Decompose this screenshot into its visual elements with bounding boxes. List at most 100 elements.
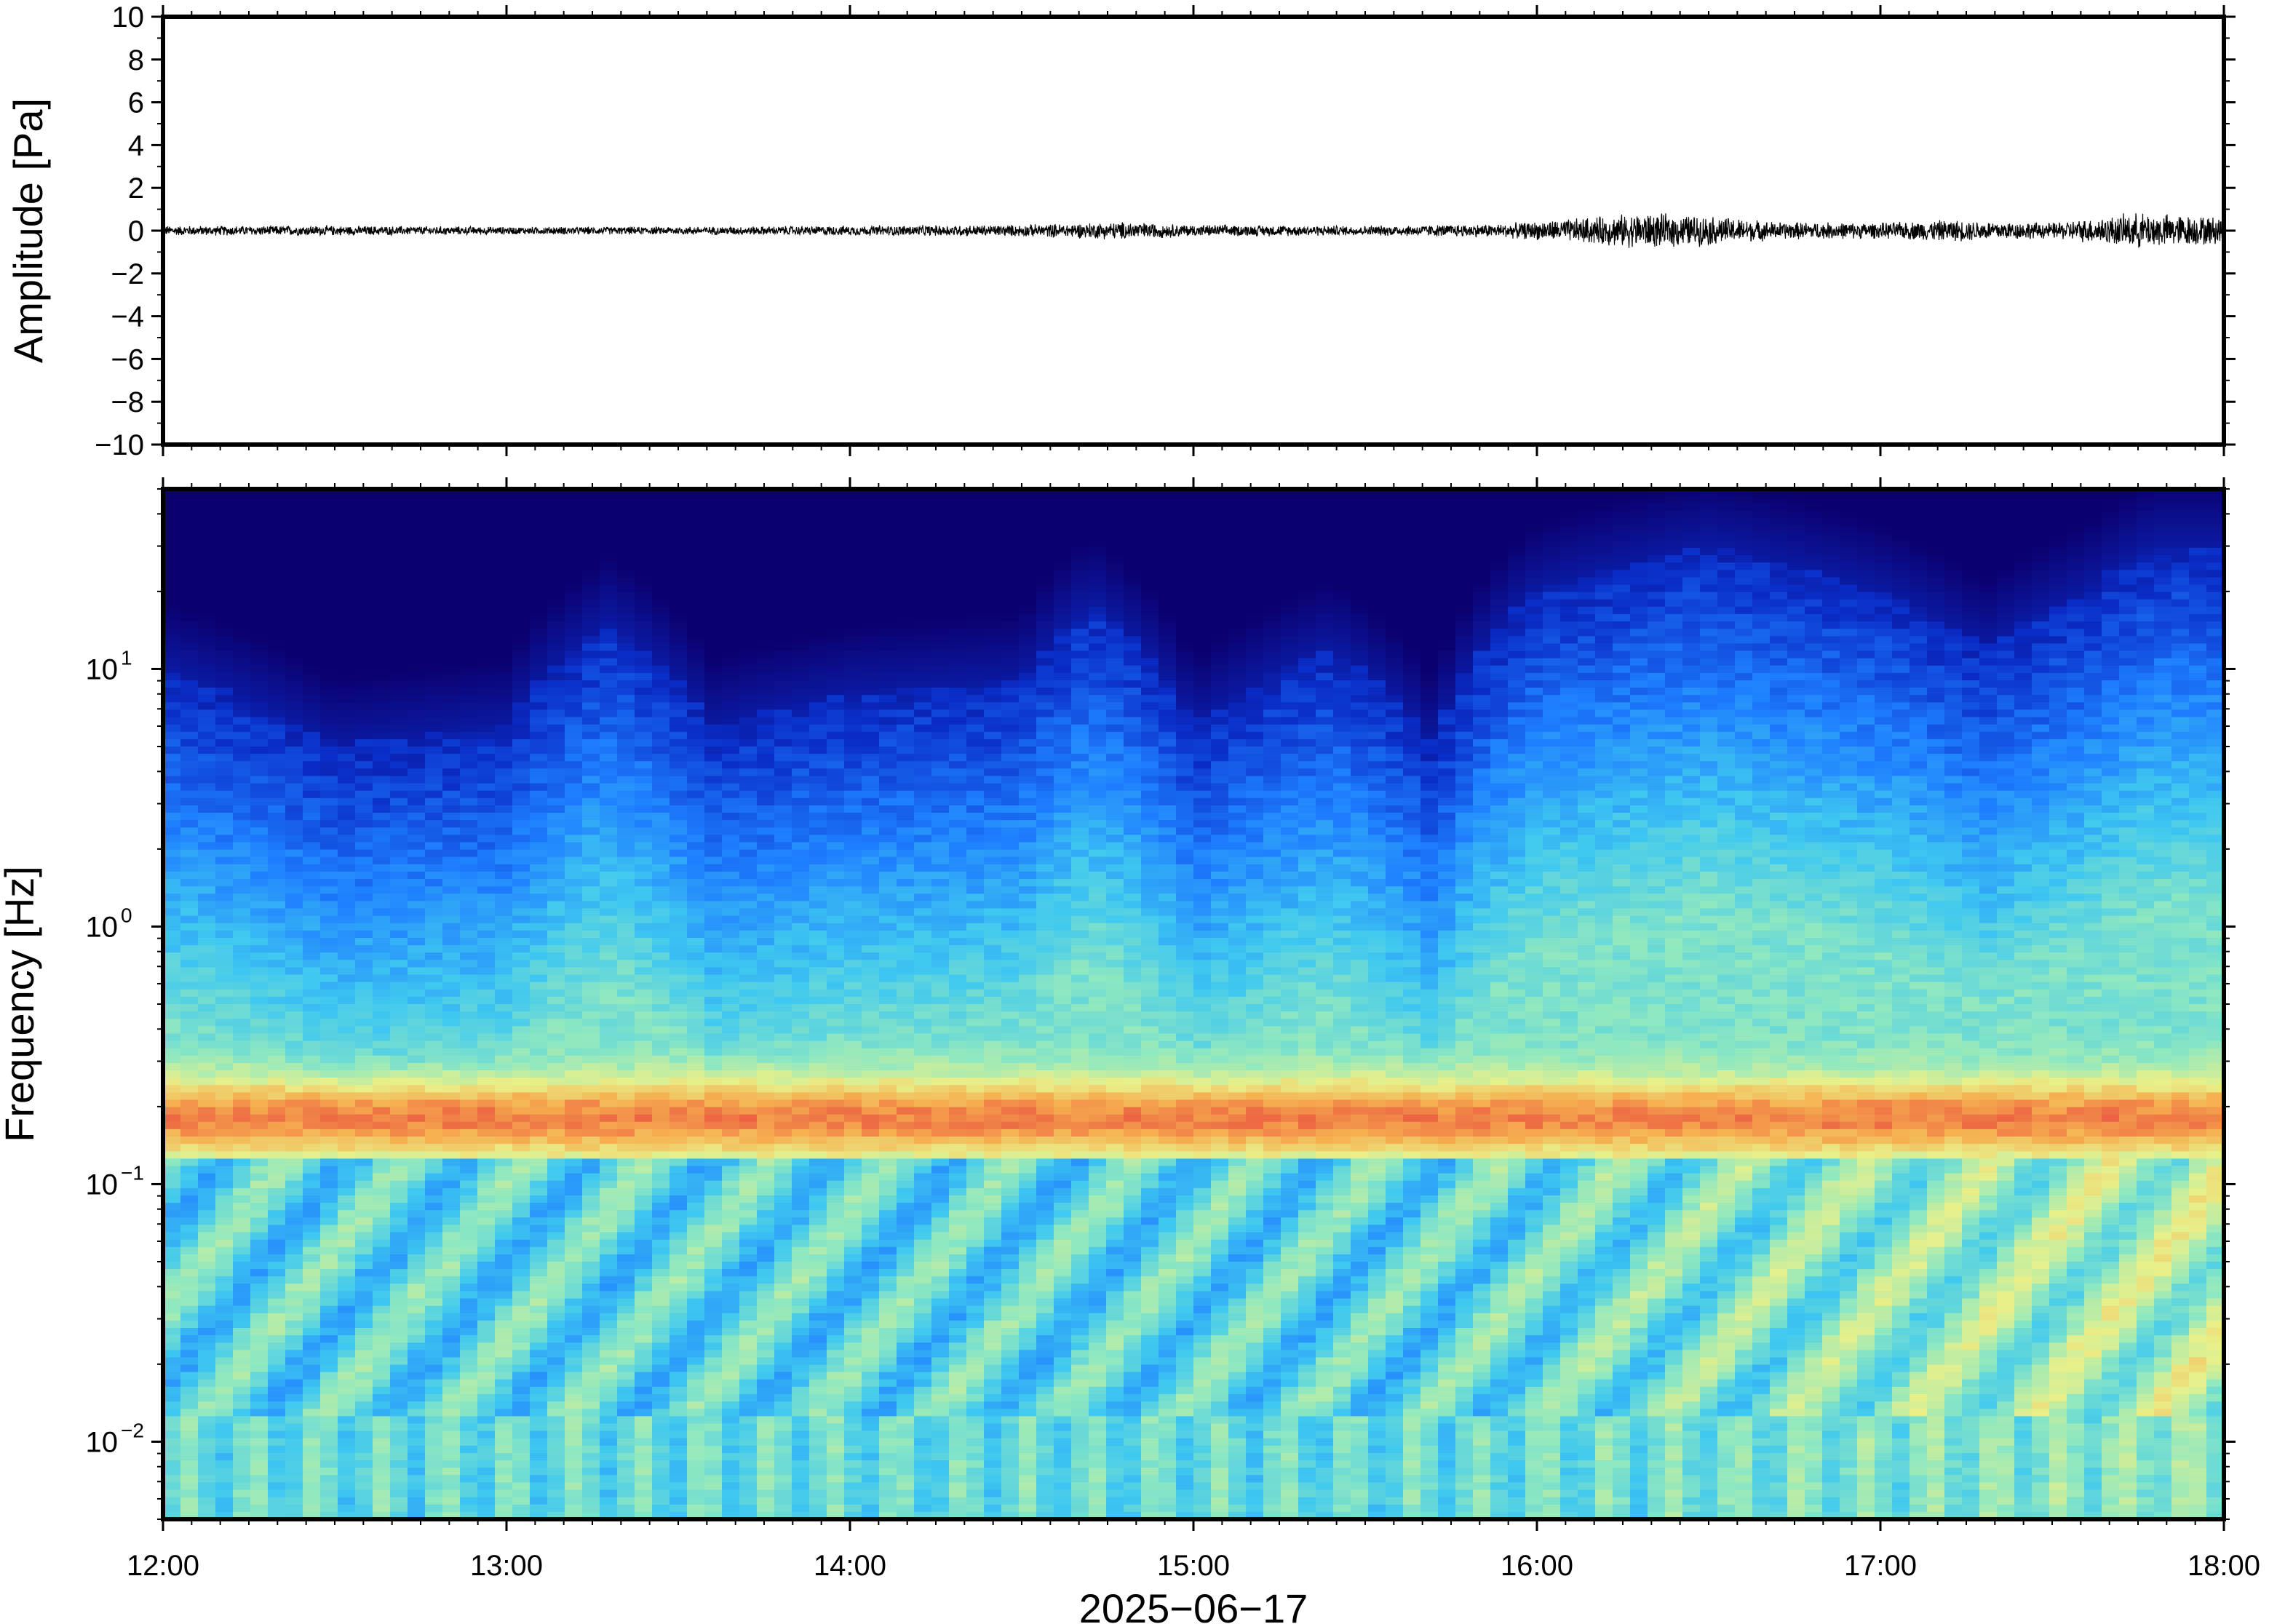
spectrogram-cell (425, 952, 443, 960)
spectrogram-cell (704, 798, 723, 806)
spectrogram-cell (635, 864, 653, 872)
spectrogram-cell (635, 1129, 653, 1137)
spectrogram-cell (338, 931, 356, 939)
spectrogram-cell (198, 541, 216, 549)
spectrogram-cell (460, 1313, 478, 1321)
spectrogram-cell (530, 1262, 548, 1270)
spectrogram-cell (250, 1283, 269, 1291)
spectrogram-cell (704, 600, 723, 608)
spectrogram-cell (635, 1225, 653, 1233)
spectrogram-cell (180, 761, 199, 769)
spectrogram-cell (669, 1115, 688, 1123)
spectrogram-cell (338, 975, 356, 983)
spectrogram-cell (757, 1240, 775, 1248)
spectrogram-cell (303, 1254, 321, 1262)
spectrogram-cell (233, 1158, 251, 1166)
spectrogram-cell (215, 562, 234, 570)
spectrogram-cell (669, 1048, 688, 1056)
spectrogram-cell (338, 1137, 356, 1145)
spectrogram-cell (687, 585, 705, 593)
spectrogram-cell (408, 843, 426, 851)
spectrogram-cell (547, 1328, 565, 1336)
spectrogram-cell (687, 1078, 705, 1086)
spectrogram-cell (285, 1401, 303, 1409)
spectrogram-cell (582, 997, 600, 1005)
spectrogram-cell (669, 893, 688, 901)
spectrogram-cell (652, 1019, 670, 1027)
spectrogram-cell (180, 702, 199, 710)
spectrogram-cell (495, 754, 513, 762)
spectrogram-cell (303, 725, 321, 733)
spectrogram-cell (547, 1431, 565, 1439)
spectrogram-cell (215, 1137, 234, 1145)
spectrogram-cell (739, 1240, 758, 1248)
spectrogram-cell (530, 1401, 548, 1409)
spectrogram-cell (198, 975, 216, 983)
spectrogram-cell (215, 1078, 234, 1086)
spectrogram-cell (669, 1468, 688, 1476)
spectrogram-cell (215, 1188, 234, 1196)
spectrogram-cell (268, 997, 286, 1005)
spectrogram-cell (355, 1144, 373, 1152)
spectrogram-cell (233, 879, 251, 887)
spectrogram-cell (495, 1283, 513, 1291)
spectrogram-cell (652, 827, 670, 835)
spectrogram-cell (408, 1122, 426, 1130)
spectrogram-cell (460, 1144, 478, 1152)
spectrogram-cell (320, 1129, 338, 1137)
spectrogram-cell (460, 761, 478, 769)
spectrogram-cell (704, 938, 723, 946)
spectrogram-cell (268, 1490, 286, 1498)
spectrogram-cell (495, 1446, 513, 1454)
spectrogram-cell (180, 1092, 199, 1100)
spectrogram-cell (652, 857, 670, 865)
spectrogram-cell (704, 1387, 723, 1395)
spectrogram-cell (390, 1004, 408, 1012)
spectrogram-cell (757, 931, 775, 939)
spectrogram-cell (268, 688, 286, 696)
spectrogram-cell (774, 702, 792, 710)
spectrogram-cell (582, 1129, 600, 1137)
spectrogram-cell (390, 1497, 408, 1505)
spectrogram-cell (460, 1342, 478, 1350)
spectrogram-cell (757, 776, 775, 784)
spectrogram-cell (600, 1313, 618, 1321)
spectrogram-cell (233, 1380, 251, 1388)
spectrogram-cell (285, 1158, 303, 1166)
spectrogram-cell (303, 813, 321, 821)
spectrogram-cell (530, 1034, 548, 1042)
spectrogram-cell (530, 945, 548, 953)
spectrogram-cell (250, 747, 269, 755)
spectrogram-cell (425, 629, 443, 637)
spectrogram-cell (215, 503, 234, 512)
spectrogram-cell (163, 761, 181, 769)
spectrogram-cell (338, 952, 356, 960)
spectrogram-cell (373, 688, 391, 696)
spectrogram-cell (652, 747, 670, 755)
spectrogram-cell (425, 1468, 443, 1476)
spectrogram-cell (268, 1365, 286, 1373)
spectrogram-cell (722, 990, 740, 998)
spectrogram-cell (268, 1210, 286, 1218)
spectrogram-cell (757, 1056, 775, 1064)
spectrogram-cell (303, 864, 321, 872)
spectrogram-cell (425, 600, 443, 608)
spectrogram-cell (460, 747, 478, 755)
spectrogram-cell (617, 600, 635, 608)
spectrogram-cell (739, 798, 758, 806)
spectrogram-cell (460, 1328, 478, 1336)
spectrogram-cell (408, 636, 426, 644)
spectrogram-cell (320, 1092, 338, 1100)
spectrogram-cell (408, 1475, 426, 1483)
spectrogram-cell (530, 747, 548, 755)
spectrogram-cell (704, 784, 723, 792)
spectrogram-cell (652, 732, 670, 740)
spectrogram-cell (390, 1394, 408, 1402)
spectrogram-cell (530, 1019, 548, 1027)
spectrogram-cell (303, 1276, 321, 1284)
spectrogram-cell (739, 1342, 758, 1350)
spectrogram-cell (687, 1446, 705, 1454)
spectrogram-cell (373, 1203, 391, 1211)
spectrogram-cell (198, 1453, 216, 1461)
spectrogram-cell (180, 997, 199, 1005)
